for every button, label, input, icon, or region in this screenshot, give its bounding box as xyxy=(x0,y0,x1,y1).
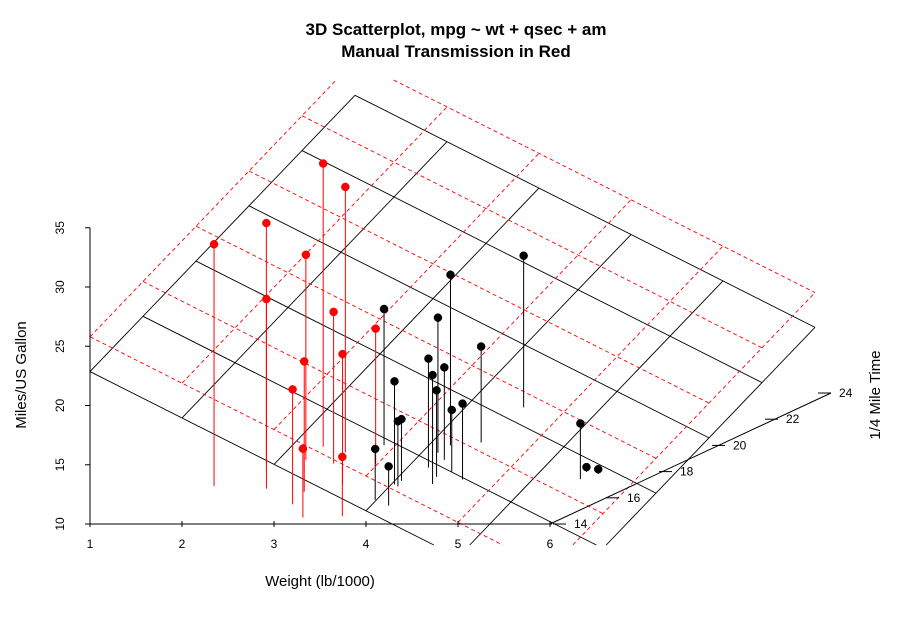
y-axis-line xyxy=(549,392,832,525)
data-point-auto xyxy=(440,363,449,372)
plane-manual-line xyxy=(89,79,337,338)
y-axis-label: 1/4 Mile Time xyxy=(867,350,884,439)
data-point-auto xyxy=(476,342,486,351)
plane-manual-line xyxy=(572,292,816,546)
data-point-auto xyxy=(519,251,528,260)
data-point-manual xyxy=(318,159,328,168)
data-point-auto xyxy=(433,313,443,322)
data-point-manual xyxy=(338,452,347,462)
data-point-auto xyxy=(593,464,603,474)
y-tick-label: 24 xyxy=(839,386,853,400)
data-point-auto xyxy=(458,399,467,408)
z-tick-label: 30 xyxy=(53,280,67,294)
data-point-auto xyxy=(393,416,403,426)
data-point-auto xyxy=(384,462,393,471)
plane-manual-line xyxy=(181,106,448,384)
x-tick-label: 1 xyxy=(87,537,94,551)
data-point-auto xyxy=(576,419,585,428)
x-tick-label: 6 xyxy=(547,537,554,551)
plane-manual-line xyxy=(393,79,816,293)
x-axis-label: Weight (lb/1000) xyxy=(265,573,375,590)
data-point-manual xyxy=(262,218,271,228)
regression-planes xyxy=(89,79,816,546)
plane-manual-line xyxy=(89,336,503,546)
plane-auto-line xyxy=(273,187,540,465)
y-tick-label: 16 xyxy=(627,491,641,505)
chart-title: 3D Scatterplot, mpg ~ wt + qsec + am xyxy=(306,20,607,39)
y-tick-label: 20 xyxy=(733,438,747,452)
data-point-auto xyxy=(582,462,591,472)
chart-subtitle: Manual Transmission in Red xyxy=(341,42,571,61)
plane-manual-line xyxy=(195,225,657,459)
data-point-auto xyxy=(428,370,437,380)
data-point-manual xyxy=(338,349,347,359)
plane-auto-line xyxy=(605,327,816,546)
plane-auto-line xyxy=(89,371,435,546)
plane-auto-line xyxy=(469,280,724,546)
data-point-auto xyxy=(390,377,399,386)
plane-manual-line xyxy=(365,199,632,477)
z-tick-label: 25 xyxy=(53,339,67,353)
plane-manual-line xyxy=(248,170,710,404)
plane-manual-line xyxy=(301,115,763,349)
plane-auto-line xyxy=(365,234,632,512)
y-tick-label: 22 xyxy=(786,412,800,426)
data-point-auto xyxy=(370,444,380,454)
plane-auto-line xyxy=(248,205,710,439)
plane-auto-line xyxy=(181,141,448,419)
data-point-auto xyxy=(432,386,441,395)
plane-manual-line xyxy=(142,281,604,514)
data-point-manual xyxy=(329,307,338,317)
data-point-manual xyxy=(288,385,297,394)
data-point-manual xyxy=(341,182,350,192)
data-points xyxy=(209,159,603,518)
plane-auto-line xyxy=(195,260,657,494)
data-point-auto xyxy=(446,270,455,280)
axes: 1 2 3 4 5 6 10 15 20 25 30 35 14 16 18 20 22 24 xyxy=(53,221,853,551)
y-tick-label: 14 xyxy=(574,517,588,531)
plane-manual-line xyxy=(457,245,724,523)
x-tick-label: 3 xyxy=(271,537,278,551)
data-point-manual xyxy=(262,294,271,304)
x-tick-label: 4 xyxy=(363,537,370,551)
x-tick-label: 5 xyxy=(455,537,462,551)
z-tick-label: 15 xyxy=(53,458,67,472)
z-tick-label: 20 xyxy=(53,399,67,413)
data-point-manual xyxy=(301,250,311,260)
data-point-manual xyxy=(209,240,219,249)
data-point-auto xyxy=(379,304,389,314)
z-tick-label: 10 xyxy=(53,517,67,531)
plane-auto-line xyxy=(301,150,763,384)
plane-auto-line xyxy=(354,94,816,328)
y-tick-label: 18 xyxy=(680,465,694,479)
data-point-auto xyxy=(447,405,457,415)
plane-auto-line xyxy=(142,315,597,546)
data-point-manual xyxy=(298,444,308,453)
data-point-manual xyxy=(371,324,380,333)
plane-auto-line xyxy=(89,94,356,372)
plane-manual-line xyxy=(273,153,540,430)
data-point-auto xyxy=(424,354,433,363)
x-tick-label: 2 xyxy=(179,537,186,551)
z-axis-label: Miles/US Gallon xyxy=(13,321,30,429)
z-tick-label: 35 xyxy=(53,221,67,235)
data-point-manual xyxy=(299,357,309,366)
